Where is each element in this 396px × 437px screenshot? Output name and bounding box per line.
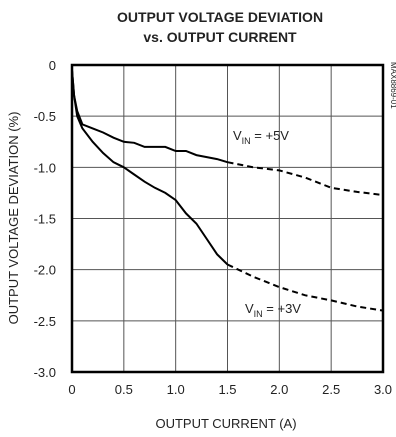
y-tick-label: -2.5 (34, 314, 56, 329)
label-subscript: IN (254, 309, 263, 319)
series-line (227, 161, 384, 196)
series-line (71, 70, 228, 164)
x-tick-label: 2.0 (270, 382, 288, 397)
y-tick-label: -3.0 (34, 365, 56, 380)
label-suffix: = +3V (263, 301, 302, 316)
chart-title: vs. OUTPUT CURRENT (143, 29, 297, 45)
label-suffix: = +5V (251, 128, 290, 143)
x-tick-label: 2.5 (322, 382, 340, 397)
series-line (71, 70, 229, 266)
series-line (227, 263, 384, 312)
x-tick-label: 1.0 (167, 382, 185, 397)
chart-title: OUTPUT VOLTAGE DEVIATION (117, 9, 323, 25)
label-text: V (233, 128, 242, 143)
y-tick-label: -0.5 (34, 109, 56, 124)
plot-frame (70, 63, 385, 374)
series-label: VIN = +3V (245, 301, 301, 319)
x-tick-label: 3.0 (374, 382, 392, 397)
y-axis-label: OUTPUT VOLTAGE DEVIATION (%) (6, 112, 21, 325)
y-tick-label: 0 (49, 58, 56, 73)
y-tick-label: -1.0 (34, 160, 56, 175)
figure-id: MAX8869-01 (389, 62, 396, 109)
y-tick-label: -2.0 (34, 263, 56, 278)
x-axis-label: OUTPUT CURRENT (A) (155, 416, 296, 431)
y-tick-label: -1.5 (34, 212, 56, 227)
x-tick-label: 0 (68, 382, 75, 397)
series-label: VIN = +5V (233, 128, 289, 146)
x-tick-label: 1.5 (218, 382, 236, 397)
x-tick-label: 0.5 (115, 382, 133, 397)
label-subscript: IN (242, 136, 251, 146)
label-text: V (245, 301, 254, 316)
